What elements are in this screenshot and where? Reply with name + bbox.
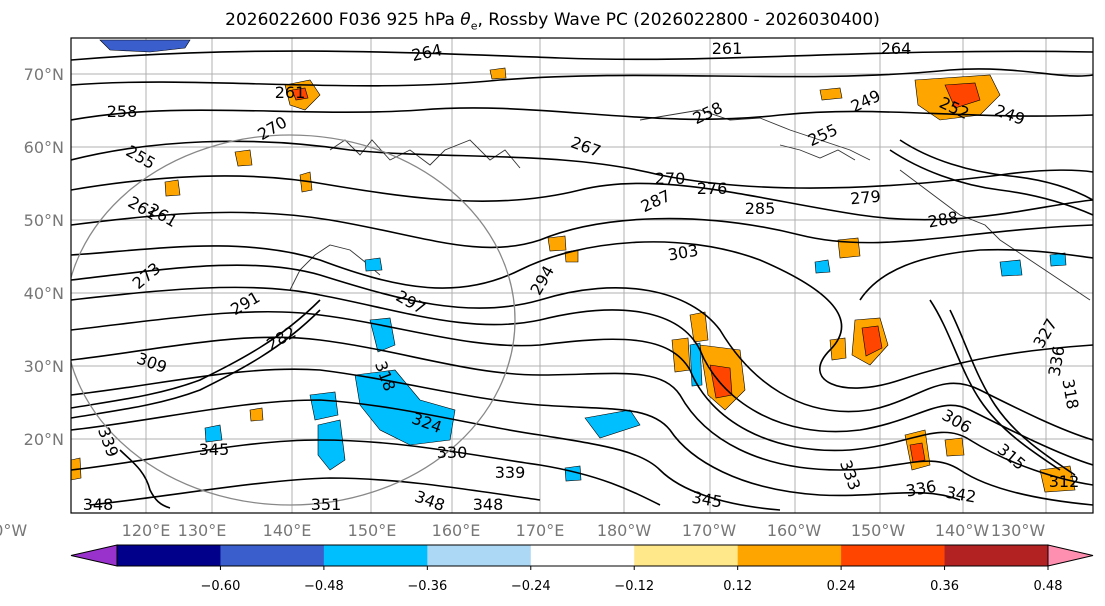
contour-label: 285 (745, 199, 776, 218)
title-suffix: , Rossby Wave PC (2026022800 - 202603040… (477, 10, 880, 30)
lon-label: 160°E (432, 521, 481, 540)
colorbar-tick-label: 0.36 (930, 579, 959, 594)
longitude-labels: 120°E 130°E 140°E 150°E 160°E 170°E 180°W 170°W… (0, 521, 1045, 540)
contour-label: 258 (107, 102, 138, 121)
theta-e-contours (71, 50, 1093, 511)
lat-label: 60°N (24, 138, 64, 157)
lon-label: 160°W (767, 521, 822, 540)
contour-label: 345 (199, 440, 230, 459)
colorbar-tick-label: −0.60 (201, 579, 241, 594)
colorbar-segment (220, 545, 325, 566)
map-frame (70, 37, 1094, 514)
lat-label: 40°N (24, 284, 64, 303)
colorbar-tick-labels: −0.60 −0.48 −0.36 −0.24 −0.12 0.12 0.24 0.36 0.4… (201, 566, 1063, 594)
contour-label: 261 (275, 83, 306, 102)
colorbar-segment (634, 545, 739, 566)
colorbar-tick-label: −0.24 (511, 579, 551, 594)
lon-label: 150°E (348, 521, 397, 540)
outline-circle (71, 134, 516, 506)
colorbar-extend-max (1047, 544, 1094, 567)
title-theta-subscript: e (470, 19, 478, 33)
colorbar-segment (323, 545, 428, 566)
contour-label: 351 (311, 495, 342, 514)
colorbar (70, 544, 1094, 567)
lat-label: 50°N (24, 211, 64, 230)
colorbar-tick-label: 0.24 (827, 579, 856, 594)
contour-label: 312 (1049, 472, 1080, 491)
colorbar-frame (116, 544, 1049, 567)
lon-label: 150°W (851, 521, 906, 540)
colorbar-extend-min (70, 544, 118, 567)
lon-label: 170°E (516, 521, 565, 540)
lat-label: 20°N (24, 430, 64, 449)
colorbar-segment (117, 545, 221, 566)
lon-label: 120°W (0, 521, 27, 540)
title-theta: θ (460, 10, 471, 30)
colorbar-tick-label: −0.48 (304, 579, 344, 594)
colorbar-segment (737, 545, 842, 566)
lat-label: 70°N (24, 65, 64, 84)
contour-label: 276 (697, 179, 728, 198)
lon-label: 140°W (935, 521, 990, 540)
contour-label: 348 (83, 495, 114, 514)
map-title: 2026022600 F036 925 hPa θe, Rossby Wave … (0, 10, 1105, 32)
colorbar-tick-label: −0.36 (407, 579, 447, 594)
lon-label: 130°W (991, 521, 1046, 540)
lon-label: 140°E (263, 521, 312, 540)
contour-label: 279 (849, 187, 881, 209)
colorbar-tick-label: 0.48 (1034, 579, 1063, 594)
colorbar-segment (427, 545, 532, 566)
contour-label: 339 (495, 463, 526, 482)
contour-label: 264 (881, 39, 912, 58)
title-prefix: 2026022600 F036 925 hPa (225, 10, 461, 30)
lon-label: 130°E (178, 521, 227, 540)
contour-label: 261 (712, 39, 743, 58)
contour-label: 348 (473, 495, 504, 514)
lon-label: 120°E (122, 521, 171, 540)
colorbar-tick-label: −0.12 (614, 579, 654, 594)
contour-label: 330 (437, 443, 468, 462)
lat-label: 30°N (24, 357, 64, 376)
lon-label: 170°W (682, 521, 737, 540)
lon-label: 180°W (597, 521, 652, 540)
latitude-labels: 70°N 60°N 50°N 40°N 30°N 20°N (24, 65, 64, 449)
colorbar-segment (944, 545, 1049, 566)
colorbar-segment (841, 545, 946, 566)
contour-label: 270 (655, 169, 686, 188)
colorbar-segment (530, 545, 635, 566)
colorbar-tick-label: 0.12 (723, 579, 752, 594)
anomaly-fills (71, 39, 1076, 493)
